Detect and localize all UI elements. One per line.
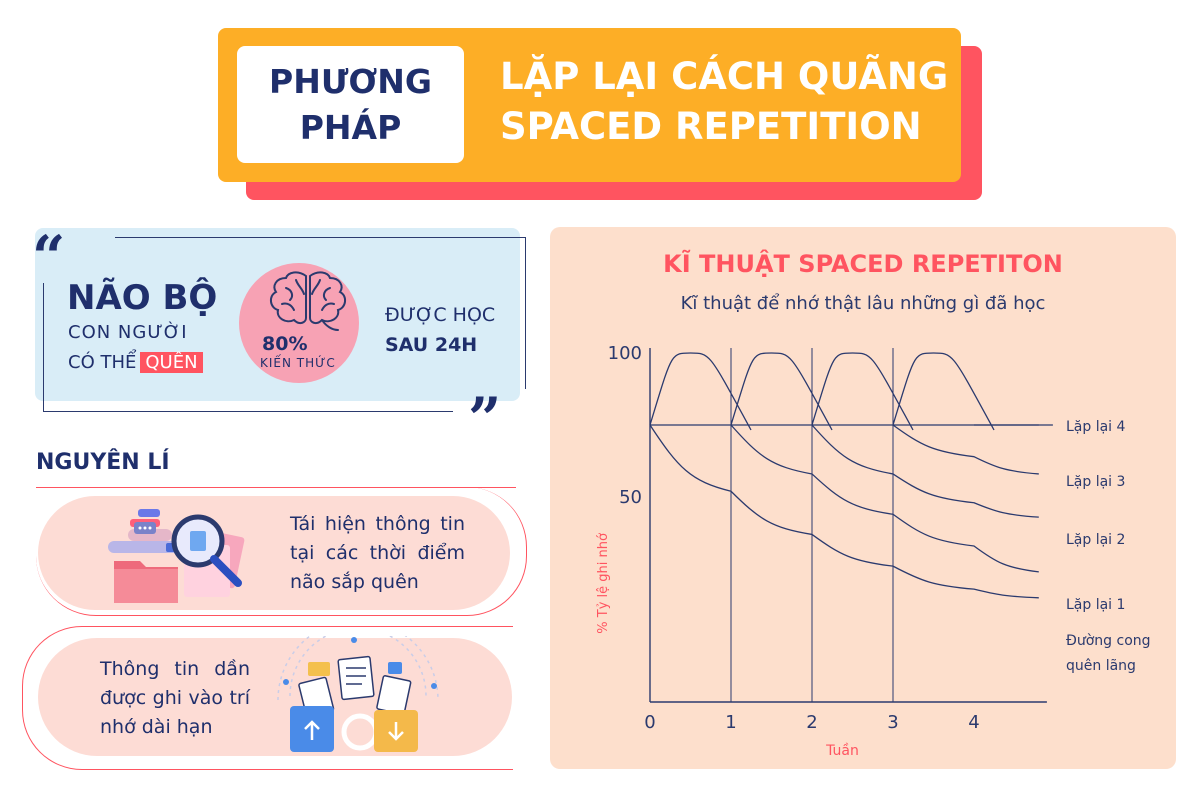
brain-line2: CON NGƯỜI	[68, 322, 188, 343]
percent-value: 80%	[262, 333, 308, 355]
x-tick-label: 2	[806, 712, 817, 733]
legend-label: Lặp lại 2	[1066, 532, 1125, 548]
brain-icon	[270, 271, 346, 331]
header-title-line1: LẶP LẠI CÁCH QUÃNG	[500, 55, 949, 98]
brain-title: NÃO BỘ	[67, 278, 218, 318]
header-label-box: PHƯƠNG PHÁP	[237, 46, 464, 163]
x-axis-label: Tuần	[825, 743, 859, 759]
repetition-bump-1	[649, 352, 752, 431]
repetition-bump-3	[811, 352, 914, 431]
quote-open-icon: “	[32, 223, 66, 291]
retention-chart: 0 1 2 3 4 100 50 Tuần % Tỷ lệ ghi nhớ Lặp lại 4 Lặ…	[596, 343, 1151, 759]
x-tick-label: 0	[644, 712, 655, 733]
series-line-3	[811, 424, 1039, 518]
file-transfer-icon	[277, 636, 439, 752]
y-axis-label: % Tỷ lệ ghi nhớ	[596, 533, 611, 634]
principle2-card	[38, 638, 512, 756]
legend-label: Lặp lại 1	[1066, 597, 1125, 613]
principle2-frame	[22, 626, 513, 770]
learned-label: ĐƯỢC HỌC SAU 24H	[385, 300, 495, 360]
series-line-4	[892, 424, 1039, 475]
y-tick-label: 50	[619, 487, 642, 508]
header-title: LẶP LẠI CÁCH QUÃNG SPACED REPETITION	[500, 52, 960, 152]
search-folder-icon	[108, 509, 245, 603]
y-tick-label: 100	[608, 343, 642, 364]
header-box-line1: PHƯƠNG	[269, 61, 432, 101]
quote-frame-top	[115, 237, 525, 238]
chart-subtitle: Kĩ thuật để nhớ thật lâu những gì đã học	[680, 293, 1046, 314]
x-tick-label: 1	[725, 712, 736, 733]
header-title-line2: SPACED REPETITION	[500, 105, 922, 148]
learned-line1: ĐƯỢC HỌC	[385, 304, 496, 326]
series-line-2	[730, 424, 1039, 573]
legend-label: Lặp lại 4	[1066, 419, 1126, 435]
quote-close-icon: ”	[468, 385, 502, 453]
learned-line2: SAU 24H	[385, 334, 478, 356]
principles-heading: NGUYÊN LÍ	[36, 450, 170, 475]
header-box-line2: PHÁP	[299, 107, 402, 147]
principle1-text: Tái hiện thông tin tại các thời điểm não…	[290, 513, 465, 593]
brain-line3-text: CÓ THỂ	[68, 352, 137, 373]
quote-frame-bottom	[43, 411, 453, 412]
x-tick-label: 3	[887, 712, 898, 733]
principle1-frame	[36, 487, 527, 616]
legend-label: Đường cong	[1066, 633, 1151, 649]
chart-title: KĨ THUẬT SPACED REPETITON	[663, 250, 1063, 278]
forget-highlight: QUÊN	[140, 352, 203, 373]
principle2-text: Thông tin dần được ghi vào trí nhớ dài h…	[100, 658, 250, 738]
series-line-1	[649, 424, 1039, 599]
repetition-bump-4	[892, 352, 995, 431]
percent-label: KIẾN THỨC	[260, 356, 336, 370]
quote-frame-left	[43, 283, 44, 411]
quote-frame-right	[525, 237, 526, 389]
brain-line3: CÓ THỂ QUÊN	[68, 352, 203, 373]
legend-label: quên lãng	[1066, 658, 1136, 674]
principles-underline	[36, 487, 516, 488]
chart-card	[550, 227, 1176, 769]
legend-label: Lặp lại 3	[1066, 474, 1125, 490]
x-tick-label: 4	[968, 712, 979, 733]
repetition-bump-2	[730, 352, 833, 431]
